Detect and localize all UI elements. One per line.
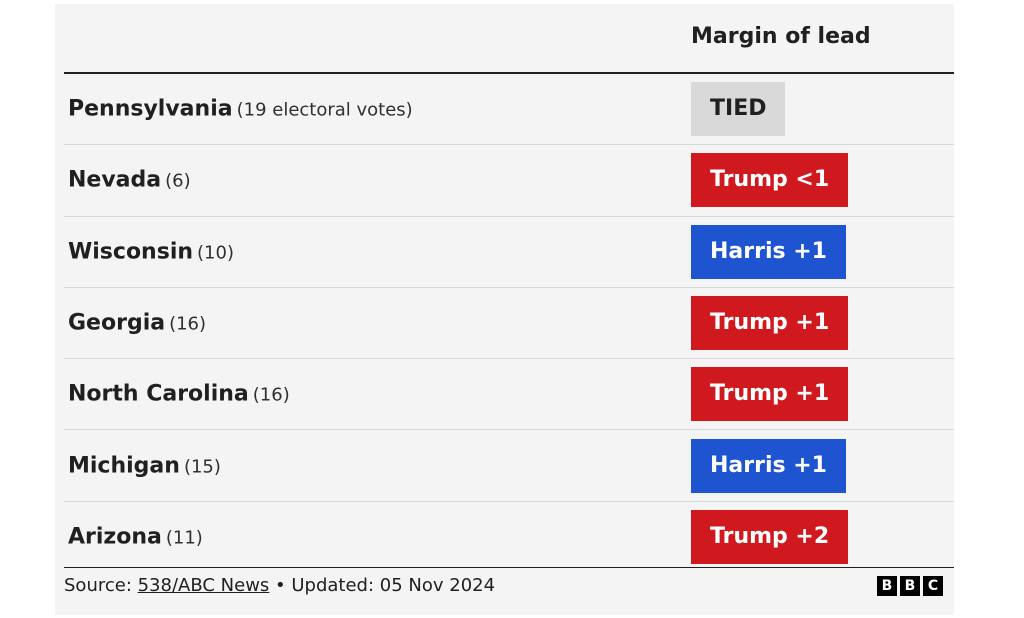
- electoral-votes: (19 electoral votes): [236, 99, 413, 121]
- state-name: Michigan: [68, 453, 180, 479]
- bbc-logo-block: B: [900, 576, 920, 596]
- lead-badge-harris: Harris +1: [691, 224, 846, 279]
- state-name: Wisconsin: [68, 239, 194, 265]
- lead-badge-tied: TIED: [691, 82, 786, 137]
- table-row: Nevada (6) Trump <1: [64, 145, 954, 217]
- source-footer: Source: 538/ABC News • Updated: 05 Nov 2…: [64, 575, 495, 596]
- state-cell: Pennsylvania (19 electoral votes): [68, 97, 413, 122]
- state-name: Georgia: [68, 310, 166, 336]
- state-cell: Michigan (15): [68, 453, 221, 478]
- source-prefix: Source:: [64, 575, 138, 596]
- electoral-votes: (11): [165, 527, 203, 549]
- table-body: Pennsylvania (19 electoral votes) TIED Neva…: [64, 74, 954, 572]
- table-row: Michigan (15) Harris +1: [64, 430, 954, 502]
- footer-divider: [64, 567, 954, 568]
- state-cell: North Carolina (16): [68, 382, 290, 407]
- lead-badge-trump: Trump <1: [691, 153, 849, 208]
- lead-badge-trump: Trump +2: [691, 509, 849, 564]
- electoral-votes: (15): [183, 456, 221, 478]
- state-cell: Wisconsin (10): [68, 239, 234, 264]
- lead-badge-trump: Trump +1: [691, 296, 849, 351]
- table-header: Margin of lead: [64, 4, 954, 74]
- state-name: North Carolina: [68, 381, 249, 407]
- lead-badge-trump: Trump +1: [691, 367, 849, 422]
- bbc-logo-block: B: [877, 576, 897, 596]
- updated-text: • Updated: 05 Nov 2024: [269, 575, 496, 596]
- table-row: Pennsylvania (19 electoral votes) TIED: [64, 74, 954, 146]
- lead-badge-harris: Harris +1: [691, 438, 846, 493]
- electoral-votes: (6): [165, 170, 191, 192]
- state-cell: Nevada (6): [68, 168, 191, 193]
- table-row: North Carolina (16) Trump +1: [64, 359, 954, 431]
- state-cell: Georgia (16): [68, 311, 206, 336]
- table-row: Georgia (16) Trump +1: [64, 288, 954, 360]
- bbc-logo-block: C: [923, 576, 943, 596]
- table-row: Wisconsin (10) Harris +1: [64, 217, 954, 288]
- table-row: Arizona (11) Trump +2: [64, 502, 954, 572]
- electoral-votes: (10): [197, 242, 234, 264]
- electoral-votes: (16): [252, 384, 290, 406]
- electoral-votes: (16): [169, 313, 207, 335]
- chart-panel: Margin of lead Pennsylvania (19 electoral…: [55, 4, 954, 615]
- state-cell: Arizona (11): [68, 524, 203, 549]
- state-name: Pennsylvania: [68, 96, 233, 122]
- column-header-margin-of-lead: Margin of lead: [691, 24, 871, 49]
- state-name: Nevada: [68, 167, 162, 193]
- state-name: Arizona: [68, 524, 162, 550]
- source-link[interactable]: 538/ABC News: [137, 575, 270, 596]
